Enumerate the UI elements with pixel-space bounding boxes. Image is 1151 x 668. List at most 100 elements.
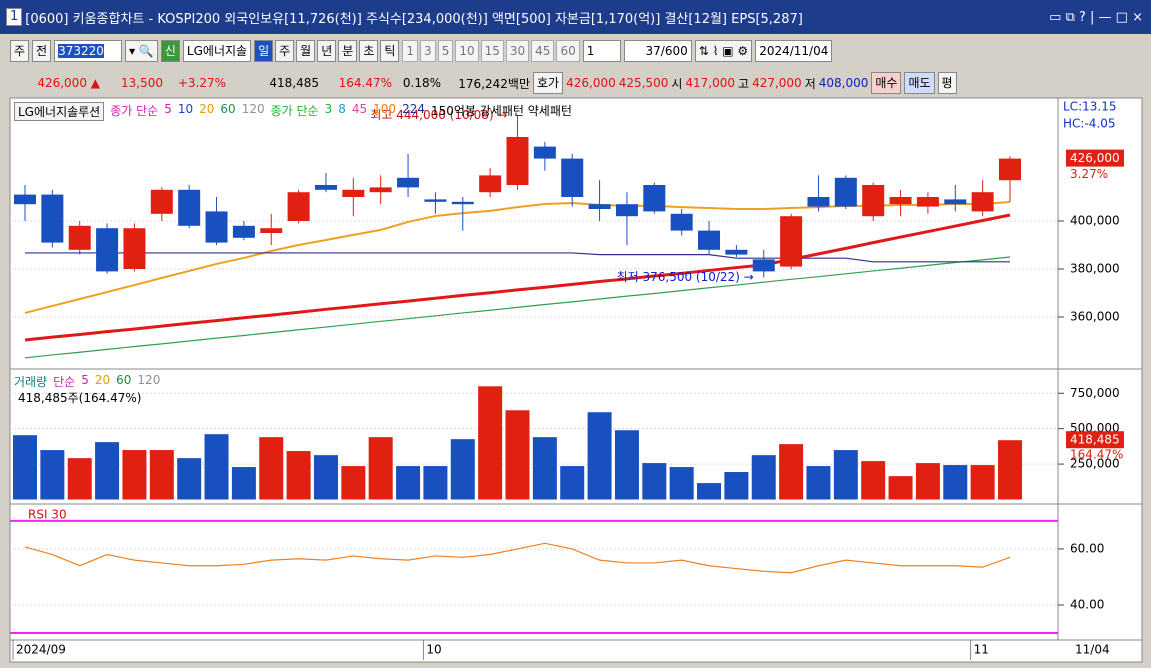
y-tick-label: 250,000 [1070, 457, 1120, 471]
interval-button[interactable]: 10 [455, 40, 479, 62]
volume-bar [669, 467, 694, 500]
legend-text: 5 [164, 102, 172, 116]
interval-button[interactable]: 5 [437, 40, 454, 62]
candle-body [14, 194, 36, 205]
volume-bar [642, 463, 667, 500]
interval-button[interactable]: 45 [531, 40, 555, 62]
legend-text: 20 [94, 373, 111, 387]
legend-text: 120 [137, 373, 161, 387]
x-tick-label: 2024/09 [16, 643, 66, 657]
moving-average [24, 213, 1011, 342]
stock-label: LG에너지솔루션 [14, 102, 105, 121]
candle-body [232, 225, 255, 238]
legend-text: 60 [116, 373, 132, 387]
period-button[interactable]: 분 [338, 40, 358, 62]
intervals: 1 3 5 10 15 30 45 60 [402, 40, 580, 62]
period-button[interactable]: 일 [254, 40, 274, 62]
buy[interactable]: 매수 [871, 72, 902, 94]
mode[interactable]: 주 [10, 40, 30, 62]
candle-body [643, 185, 666, 212]
window-controls[interactable]: ▭ ⧉ ? | — □ × [1049, 9, 1143, 25]
last-volume-rate: 164.47% [1070, 448, 1123, 462]
last-volume: 418,485 [1070, 433, 1120, 447]
volume-bar [560, 466, 585, 500]
legend-text: 150억봉 강세패턴 약세패턴 [430, 104, 572, 118]
candle-body [451, 201, 474, 205]
candle-body [41, 194, 64, 243]
candle-body [698, 230, 721, 250]
period-button[interactable]: 주 [275, 40, 295, 62]
open-label: 시 [671, 76, 683, 91]
volume-bar [724, 472, 749, 500]
turnover: 0.18% [402, 76, 441, 90]
interval-button[interactable]: 60 [556, 40, 580, 62]
volume-bar [998, 440, 1022, 500]
interval-button[interactable]: 30 [505, 40, 530, 62]
bid: 425,500 [618, 76, 669, 90]
candle-body [916, 197, 939, 207]
last-price-box [1066, 149, 1124, 167]
last-volume-box [1066, 431, 1124, 449]
ask-label: 호가 [533, 72, 564, 94]
volume: 418,485 [269, 76, 319, 90]
volume-bar [13, 435, 37, 500]
candle-body [205, 211, 228, 243]
date[interactable]: 2024/11/04 [755, 40, 833, 62]
code-input[interactable]: 373220 [58, 44, 104, 58]
hc: HC:-4.05 [1063, 117, 1116, 131]
volume-bar [888, 476, 913, 500]
scope[interactable]: 전 [32, 40, 52, 62]
interval-button[interactable]: 15 [480, 40, 504, 62]
price: 426,000 ▲ [37, 76, 100, 90]
volume-bar [861, 461, 886, 500]
candle-body [68, 225, 91, 250]
volume-bar [478, 386, 503, 500]
volume-bar [806, 466, 831, 500]
unit[interactable]: 1 [582, 40, 621, 62]
volume-rate: 164.47% [338, 76, 392, 90]
count: 37/600 [623, 40, 692, 62]
period-button[interactable]: 초 [359, 40, 379, 62]
candle-body [889, 197, 912, 205]
volume-bar [341, 466, 366, 500]
period-button[interactable]: 월 [296, 40, 316, 62]
candle-body [999, 158, 1021, 181]
ask: 426,000 [566, 76, 616, 90]
candle-body [807, 197, 830, 207]
interval-button[interactable]: 1 [402, 40, 419, 62]
sell[interactable]: 매도 [904, 72, 935, 94]
candle-body [561, 158, 584, 197]
candle-body [287, 192, 310, 221]
legend-text: 45 [351, 102, 368, 116]
search[interactable]: ▾ 🔍 [125, 40, 158, 62]
volume-bar [286, 451, 311, 500]
volume-bar [259, 437, 284, 500]
rate: +3.27% [177, 76, 226, 90]
moving-average [25, 252, 1010, 263]
indicator-title: RSI 30 [28, 508, 67, 522]
volume-bar [943, 465, 968, 500]
volume-bar [204, 434, 229, 500]
rsi-line [24, 542, 1011, 574]
avg[interactable]: 평 [937, 72, 957, 94]
candle-body [944, 199, 967, 205]
y-tick-label: 60.00 [1070, 541, 1104, 555]
window-number[interactable]: 1 [6, 8, 23, 26]
candle-body [96, 228, 119, 272]
period-button[interactable]: 년 [317, 40, 337, 62]
change: 13,500 [121, 76, 163, 90]
period-button[interactable]: 틱 [380, 40, 400, 62]
volume-bar [587, 412, 612, 500]
high-label: 고 [738, 76, 750, 91]
y-tick-label: 750,000 [1070, 386, 1120, 400]
candle-body [314, 185, 337, 190]
candle-body [862, 185, 885, 217]
interval-button[interactable]: 3 [420, 40, 436, 62]
volume-bar [177, 458, 202, 500]
volume-bar [450, 439, 475, 500]
volume-bar [751, 455, 776, 500]
tools[interactable]: ⇅ ⌇ ▣ ⚙ [694, 40, 753, 62]
